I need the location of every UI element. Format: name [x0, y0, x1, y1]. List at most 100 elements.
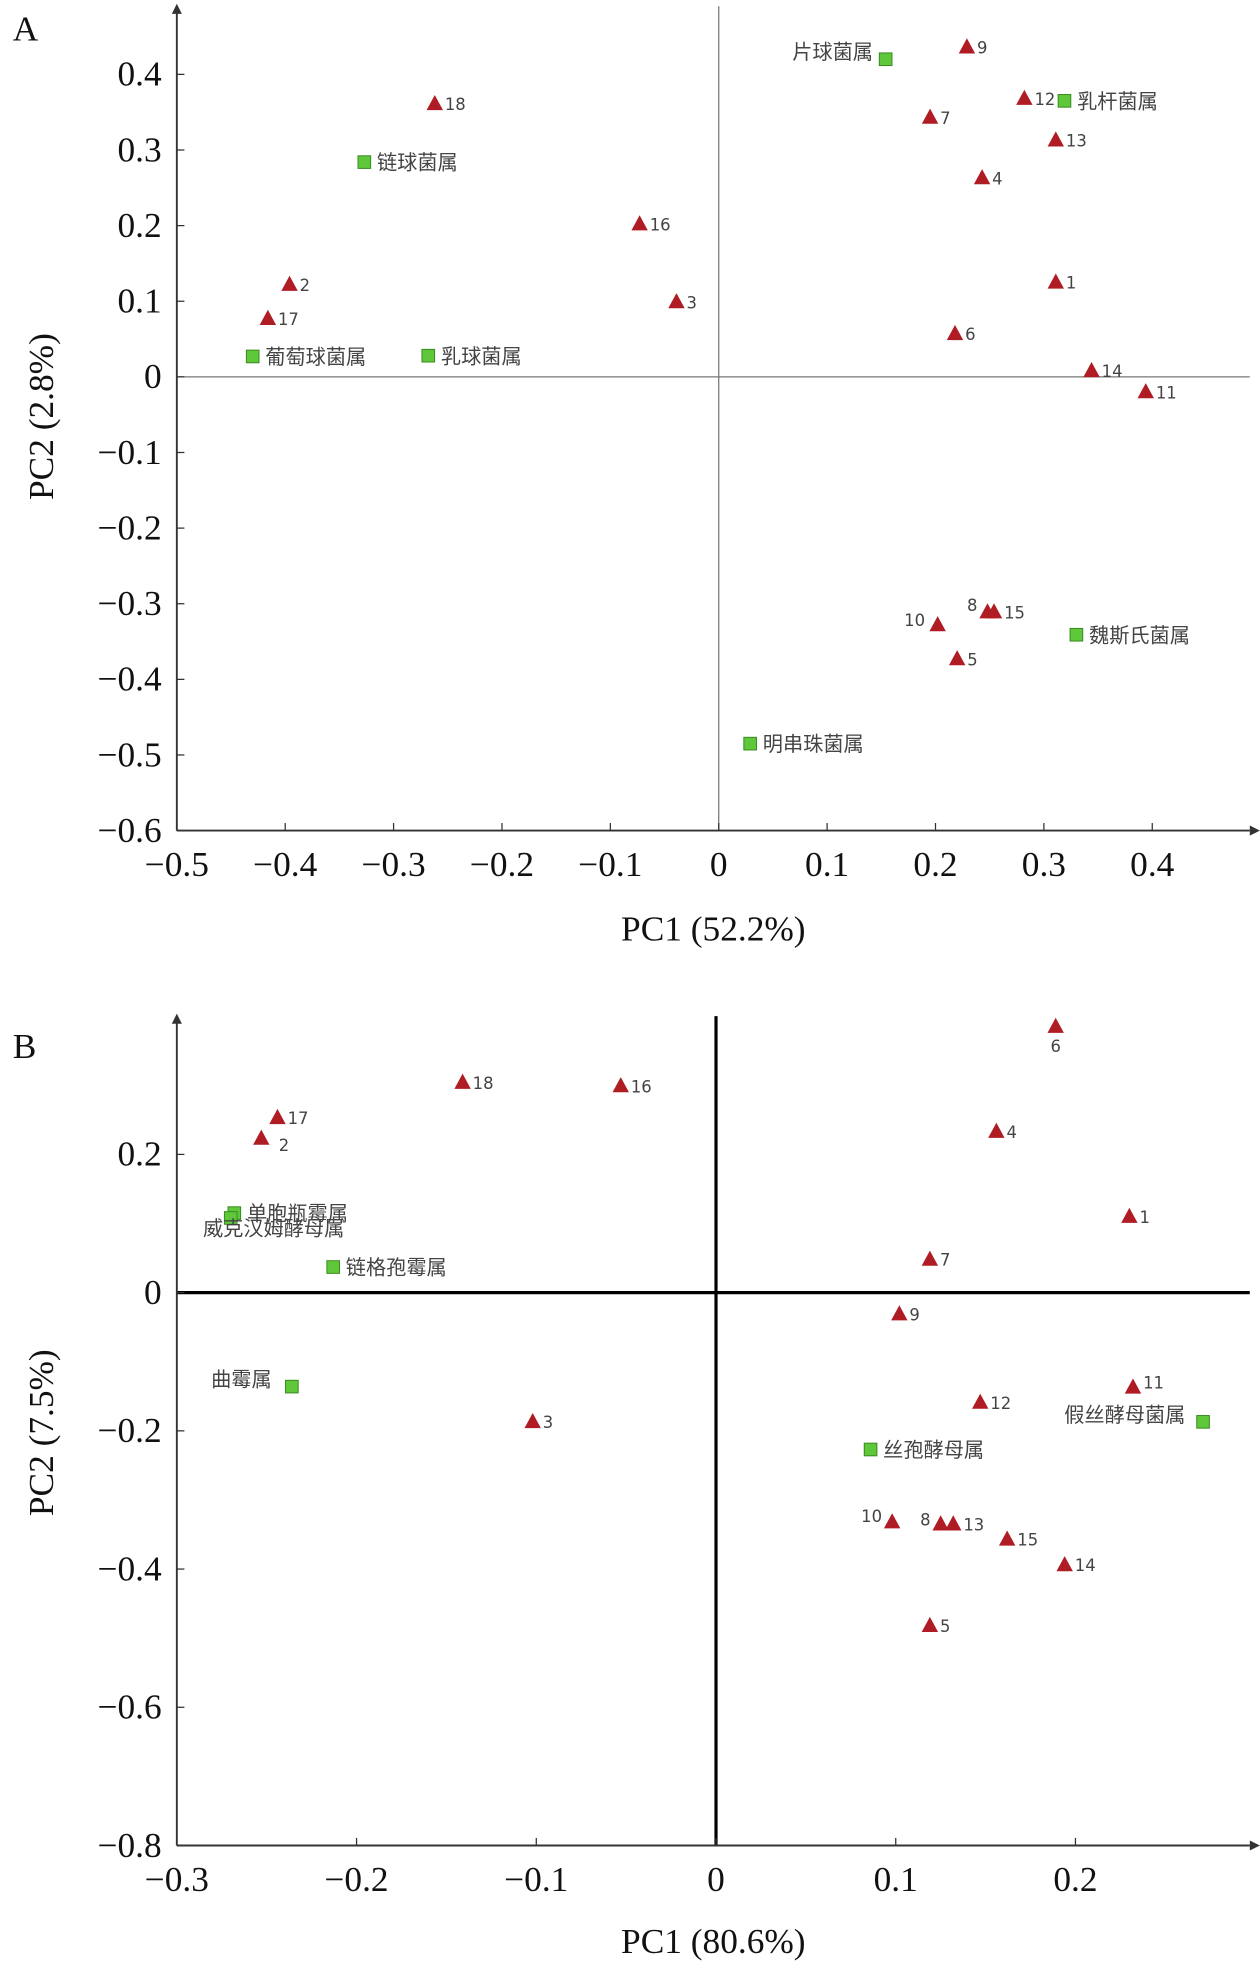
triangle-point	[948, 650, 966, 666]
x-tick-label: 0.1	[874, 1860, 918, 1899]
triangle-point	[426, 95, 443, 111]
y-tick-label: −0.2	[98, 508, 162, 547]
point-label: 16	[650, 215, 671, 234]
square-point	[743, 736, 757, 751]
square-point	[421, 348, 436, 363]
point-label: 4	[992, 169, 1002, 188]
genus-label: 链格孢霉属	[346, 1256, 447, 1280]
genus-label: 乳球菌属	[441, 344, 522, 368]
point-label: 17	[278, 310, 299, 329]
triangle-point	[921, 108, 939, 124]
y-tick-label: 0.3	[118, 130, 162, 169]
x-tick-label: −0.3	[362, 845, 426, 884]
y-tick-label: −0.6	[98, 811, 162, 850]
triangle-point	[259, 309, 277, 325]
point-label: 6	[1050, 1037, 1060, 1056]
point-label: 12	[1034, 90, 1055, 109]
square-point	[878, 52, 893, 67]
square-point	[357, 155, 372, 169]
triangle-point	[524, 1413, 541, 1429]
point-label: 1	[1066, 274, 1076, 293]
point-label: 8	[967, 596, 977, 615]
x-tick-label: 0.1	[805, 845, 849, 884]
triangle-point	[985, 603, 1003, 619]
triangle-point	[998, 1530, 1016, 1546]
y-tick-label: 0.4	[118, 55, 162, 94]
point-label: 17	[288, 1109, 309, 1128]
x-tick-label: 0.3	[1022, 845, 1066, 884]
triangle-point	[973, 169, 991, 185]
point-label: 13	[1066, 131, 1087, 150]
axis-arrow	[1249, 825, 1260, 836]
x-tick-label: −0.3	[145, 1860, 209, 1899]
genus-label: 乳杆菌属	[1077, 89, 1158, 113]
point-label: 12	[990, 1394, 1011, 1413]
genus-label: 魏斯氏菌属	[1089, 623, 1190, 647]
x-tick-label: 0.2	[913, 845, 957, 884]
triangle-point	[269, 1108, 286, 1125]
triangle-point	[631, 215, 648, 231]
triangle-point	[921, 1616, 939, 1633]
genus-label: 片球菌属	[792, 40, 873, 64]
x-tick-label: 0.4	[1130, 845, 1174, 884]
point-label: 10	[861, 1507, 882, 1526]
y-tick-label: 0	[144, 1273, 162, 1312]
point-label: 13	[963, 1515, 984, 1534]
point-label: 14	[1075, 1556, 1096, 1575]
point-label: 5	[940, 1617, 950, 1636]
triangle-point	[1047, 131, 1065, 147]
y-tick-label: −0.4	[98, 1549, 162, 1588]
triangle-point	[946, 324, 964, 341]
point-label: 11	[1143, 1374, 1164, 1393]
square-point	[245, 349, 260, 364]
point-label: 5	[967, 650, 977, 669]
triangle-point	[1121, 1207, 1138, 1223]
panel-label: B	[13, 1027, 37, 1066]
point-label: 4	[1006, 1123, 1016, 1142]
point-label: 15	[1004, 603, 1025, 622]
y-tick-label: 0.2	[118, 206, 162, 245]
axis-arrow	[171, 3, 182, 14]
genus-label: 威克汉姆酵母属	[203, 1217, 344, 1241]
axis-arrow	[1249, 1840, 1260, 1851]
point-label: 3	[687, 293, 697, 312]
point-label: 18	[473, 1074, 494, 1093]
y-tick-label: 0.2	[118, 1135, 162, 1174]
square-point	[863, 1442, 878, 1457]
point-label: 8	[920, 1510, 930, 1529]
triangle-point	[1016, 89, 1033, 105]
x-tick-label: −0.2	[325, 1860, 389, 1899]
genus-label: 链球菌属	[377, 151, 458, 175]
x-tick-label: −0.4	[253, 845, 317, 884]
y-axis-title: PC2 (2.8%)	[22, 333, 61, 500]
square-point	[1057, 94, 1072, 108]
y-axis-title: PC2 (7.5%)	[22, 1349, 61, 1516]
triangle-point	[921, 1250, 939, 1266]
square-point	[285, 1379, 299, 1394]
triangle-point	[1137, 383, 1154, 399]
point-label: 16	[631, 1077, 652, 1096]
triangle-point	[932, 1515, 949, 1531]
triangle-point	[253, 1129, 270, 1145]
triangle-point	[883, 1513, 901, 1529]
x-axis-title: PC1 (52.2%)	[621, 909, 806, 948]
x-tick-label: −0.1	[504, 1860, 568, 1899]
x-tick-label: −0.5	[145, 845, 209, 884]
point-label: 1	[1139, 1208, 1149, 1227]
point-label: 15	[1017, 1531, 1038, 1550]
genus-label: 丝孢酵母属	[883, 1438, 984, 1462]
point-label: 6	[965, 325, 975, 344]
triangle-point	[972, 1393, 989, 1409]
triangle-point	[1047, 1017, 1064, 1033]
y-tick-label: 0	[144, 357, 162, 396]
genus-label: 葡萄球菌属	[265, 345, 366, 369]
y-tick-label: −0.1	[98, 433, 162, 472]
point-label: 7	[940, 1251, 950, 1270]
point-label: 9	[909, 1305, 919, 1324]
genus-label: 曲霉属	[211, 1368, 272, 1392]
point-label: 2	[279, 1136, 289, 1155]
panel-label: A	[13, 9, 39, 48]
point-label: 11	[1156, 383, 1177, 402]
point-label: 2	[300, 276, 310, 295]
